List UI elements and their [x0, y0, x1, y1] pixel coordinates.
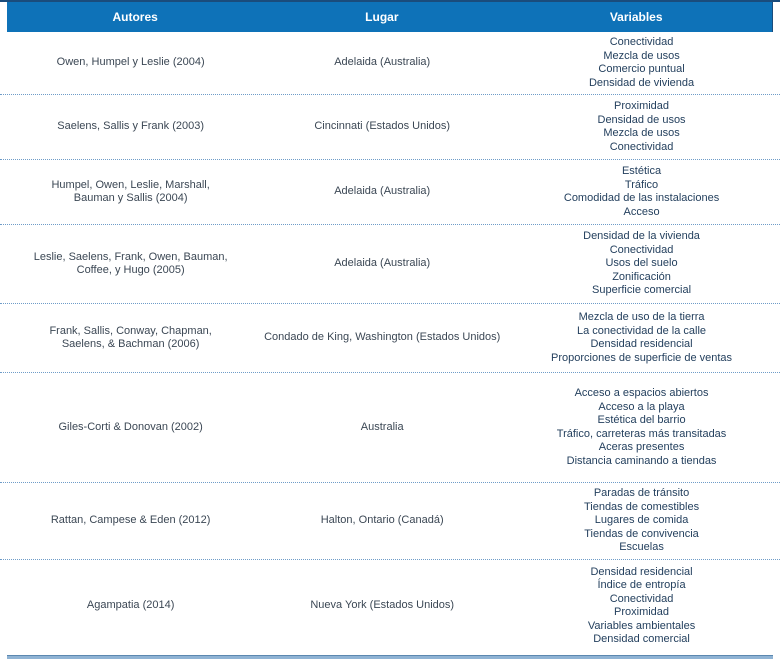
- table-row: Saelens, Sallis y Frank (2003) Cincinnat…: [0, 95, 780, 160]
- variable-line: Distancia caminando a tiendas: [566, 454, 717, 467]
- variable-line: Estética del barrio: [597, 414, 686, 426]
- variables-cell: Proximidad Densidad de usos Mezcla de usos…: [503, 96, 780, 158]
- variable-line: Comercio puntual: [598, 63, 685, 75]
- autores-cell: Humpel, Owen, Leslie, Marshall, Bauman y…: [51, 178, 210, 205]
- lugar-cell: Adelaida (Australia): [334, 257, 431, 270]
- lugar-cell: Cincinnati (Estados Unidos): [314, 120, 451, 133]
- table-top-border: [0, 0, 780, 2]
- variables-cell: Conectividad Mezcla de usos Comercio puntu…: [503, 32, 780, 94]
- variable-line: Densidad comercial: [593, 633, 690, 645]
- variable-line: Acceso: [623, 205, 660, 218]
- lugar-cell: Adelaida (Australia): [334, 56, 431, 69]
- variable-line: Proximidad: [614, 100, 670, 112]
- variable-line: Comodidad de las instalaciones: [563, 192, 720, 204]
- variable-line: Proporciones de superficie de ventas: [551, 351, 733, 364]
- variable-line: La conectividad de la calle: [577, 324, 707, 337]
- table-row: Frank, Sallis, Conway, Chapman, Saelens,…: [0, 304, 780, 373]
- autores-cell: Giles-Corti & Donovan (2002): [58, 420, 203, 433]
- variable-line: Tráfico, carreteras más transitadas: [556, 427, 727, 440]
- autores-cell: Owen, Humpel y Leslie (2004): [56, 56, 205, 69]
- lugar-cell: Halton, Ontario (Canadá): [320, 514, 444, 526]
- autores-cell: Saelens, Sallis y Frank (2003): [57, 120, 205, 133]
- lugar-cell: Nueva York (Estados Unidos): [310, 599, 455, 612]
- variable-line: Mezcla de usos: [603, 127, 680, 139]
- autores-cell: Leslie, Saelens, Frank, Owen, Bauman, Co…: [33, 250, 228, 277]
- variable-line: Mezcla de uso de la tierra: [578, 311, 705, 323]
- variable-line: Densidad de usos: [597, 113, 686, 126]
- autores-cell: Rattan, Campese & Eden (2012): [50, 514, 211, 526]
- variables-cell: Mezcla de uso de la tierra La conectivida…: [503, 307, 780, 369]
- lugar-cell: Condado de King, Washington (Estados Uni…: [264, 331, 501, 344]
- variables-cell: Paradas de tránsito Tiendas de comestible…: [503, 483, 780, 559]
- variable-line: Proximidad: [614, 606, 670, 618]
- variable-line: Zonificación: [612, 270, 671, 283]
- table-row: Leslie, Saelens, Frank, Owen, Bauman, Co…: [0, 225, 780, 304]
- variable-line: Tráfico: [624, 178, 659, 191]
- variable-line: Densidad de la vivienda: [583, 230, 700, 243]
- variable-line: Lugares de comida: [594, 514, 689, 526]
- table-body: Owen, Humpel y Leslie (2004) Adelaida (A…: [0, 32, 780, 653]
- lugar-cell: Adelaida (Australia): [334, 185, 431, 198]
- variables-cell: Densidad de la vivienda Conectividad Usos …: [503, 226, 780, 302]
- table-row: Agampatia (2014) Nueva York (Estados Uni…: [0, 560, 780, 653]
- column-header-autores: Autores: [112, 10, 158, 24]
- variable-line: Conectividad: [609, 140, 674, 153]
- variable-line: Tiendas de convivencia: [584, 527, 699, 540]
- variable-line: Variables ambientales: [587, 619, 696, 632]
- table-row: Giles-Corti & Donovan (2002) Australia A…: [0, 373, 780, 483]
- variables-cell: Acceso a espacios abiertos Acceso a la pl…: [503, 383, 780, 472]
- variable-line: Acceso a la playa: [598, 400, 685, 413]
- variable-line: Conectividad: [609, 592, 674, 605]
- column-header-lugar: Lugar: [365, 10, 399, 24]
- table-row: Humpel, Owen, Leslie, Marshall, Bauman y…: [0, 160, 780, 225]
- variable-line: Conectividad: [609, 36, 674, 48]
- variable-line: Aceras presentes: [598, 441, 685, 453]
- table-bottom-border: [7, 654, 773, 659]
- variables-cell: Densidad residencial Índice de entropía Co…: [503, 562, 780, 651]
- variable-line: Estética: [621, 165, 662, 177]
- variable-line: Usos del suelo: [605, 257, 678, 270]
- lugar-cell: Australia: [360, 420, 404, 433]
- table-row: Rattan, Campese & Eden (2012) Halton, On…: [0, 483, 780, 560]
- variable-line: Tiendas de comestibles: [583, 500, 700, 513]
- variable-line: Mezcla de usos: [603, 49, 680, 62]
- variable-line: Densidad residencial: [590, 338, 693, 350]
- autores-cell: Agampatia (2014): [86, 599, 175, 612]
- variable-line: Acceso a espacios abiertos: [574, 387, 709, 399]
- variable-line: Paradas de tránsito: [593, 487, 690, 499]
- table-row: Owen, Humpel y Leslie (2004) Adelaida (A…: [0, 32, 780, 95]
- autores-cell: Frank, Sallis, Conway, Chapman, Saelens,…: [49, 324, 212, 351]
- variables-cell: Estética Tráfico Comodidad de las instalac…: [503, 161, 780, 223]
- table-header-row: Autores Lugar Variables: [7, 2, 773, 32]
- variable-line: Densidad residencial: [590, 565, 693, 578]
- variable-line: Superficie comercial: [592, 284, 692, 297]
- variable-line: Índice de entropía: [597, 579, 686, 591]
- variable-line: Conectividad: [609, 243, 674, 256]
- column-header-variables: Variables: [609, 10, 663, 24]
- variable-line: Escuelas: [619, 541, 664, 553]
- variable-line: Densidad de vivienda: [588, 76, 695, 89]
